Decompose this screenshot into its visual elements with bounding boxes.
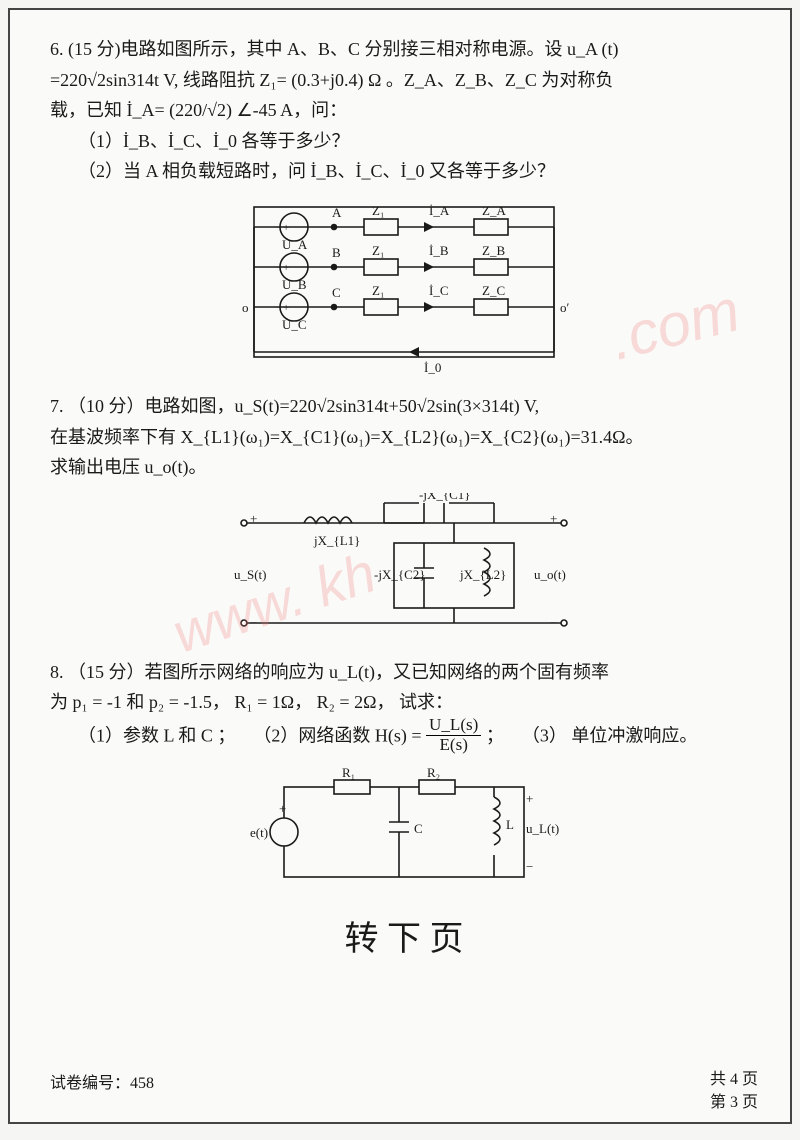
svg-text:+: + <box>550 511 557 526</box>
p8-q1: （1）参数 L 和 C ； <box>78 725 235 745</box>
svg-text:C: C <box>414 821 423 836</box>
problem-7: 7. （10 分）电路如图，u_S(t)=220√2sin314t+50√2si… <box>50 391 758 483</box>
svg-text:− +: − + <box>274 302 289 314</box>
svg-text:− +: − + <box>274 262 289 274</box>
svg-text:o′: o′ <box>560 300 570 315</box>
frac-den: E(s) <box>426 736 481 755</box>
svg-text:R₂: R₂ <box>427 767 440 780</box>
svg-text:jX_{L1}: jX_{L1} <box>313 533 360 548</box>
svg-text:+: + <box>279 801 286 816</box>
svg-text:o: o <box>242 300 249 315</box>
svg-text:B: B <box>332 245 341 260</box>
svg-text:u_o(t): u_o(t) <box>534 567 566 582</box>
svg-text:A: A <box>332 205 342 220</box>
exam-page: .com www. kh 6. (15 分)电路如图所示，其中 A、B、C 分别… <box>8 8 792 1124</box>
svg-text:İ_B: İ_B <box>429 243 449 258</box>
svg-text:Z_A: Z_A <box>482 203 506 218</box>
handwritten-note: 转 下 页 <box>50 911 758 960</box>
p7-line3: 求输出电压 u_o(t)。 <box>50 452 758 483</box>
svg-text:C: C <box>332 285 341 300</box>
svg-text:İ_C: İ_C <box>429 283 449 298</box>
figure-7: jX_{L1} -jX_{C1} -jX_{C2} jX_{L2} u_S(t)… <box>50 493 758 643</box>
page-footer: 试卷编号：458 共 4 页 第 3 页 <box>50 1069 758 1114</box>
problem-8: 8. （15 分）若图所示网络的响应为 u_L(t)，又已知网络的两个固有频率 … <box>50 657 758 757</box>
p6-q2: （2）当 A 相负载短路时，问 İ_B、İ_C、İ_0 又各等于多少？ <box>50 156 758 187</box>
p6-line1: 6. (15 分)电路如图所示，其中 A、B、C 分别接三相对称电源。设 u_A… <box>50 34 758 65</box>
p8-line1: 8. （15 分）若图所示网络的响应为 u_L(t)，又已知网络的两个固有频率 <box>50 657 758 688</box>
figure-8: R₁ R₂ C L e(t) u_L(t) + + − <box>50 767 758 897</box>
svg-text:Z₁: Z₁ <box>372 203 384 218</box>
svg-text:e(t): e(t) <box>250 825 268 840</box>
svg-text:− +: − + <box>274 222 289 234</box>
p8-q2-post: ； <box>486 725 504 745</box>
figure-6: A B C U̇_A U̇_B U̇_C Z₁ Z₁ Z₁ İ_A İ_B İ_… <box>50 197 758 377</box>
footer-left: 试卷编号：458 <box>50 1069 154 1114</box>
p6-line2: =220√2sin314t V, 线路阻抗 Z₁= (0.3+j0.4) Ω 。… <box>50 65 758 96</box>
svg-text:+: + <box>526 791 533 806</box>
p6-q1: （1）İ_B、İ_C、İ_0 各等于多少？ <box>50 126 758 157</box>
fraction: U_L(s) E(s) <box>426 716 481 755</box>
svg-text:jX_{L2}: jX_{L2} <box>459 567 506 582</box>
footer-page: 第 3 页 <box>710 1092 758 1114</box>
svg-text:−: − <box>250 615 257 630</box>
frac-num: U_L(s) <box>426 716 481 736</box>
problem-6: 6. (15 分)电路如图所示，其中 A、B、C 分别接三相对称电源。设 u_A… <box>50 34 758 187</box>
svg-text:Z_B: Z_B <box>482 243 505 258</box>
svg-text:+: + <box>250 511 257 526</box>
svg-text:R₁: R₁ <box>342 767 355 780</box>
svg-text:u_S(t): u_S(t) <box>234 567 267 582</box>
svg-text:U̇_A: U̇_A <box>282 237 308 252</box>
p7-line2: 在基波频率下有 X_{L1}(ω₁)=X_{C1}(ω₁)=X_{L2}(ω₁)… <box>50 422 758 453</box>
svg-text:İ_A: İ_A <box>429 203 450 218</box>
p8-questions: （1）参数 L 和 C ； （2）网络函数 H(s) = U_L(s) E(s)… <box>50 718 758 757</box>
svg-text:L: L <box>506 817 514 832</box>
svg-text:U̇_C: U̇_C <box>282 317 307 332</box>
svg-text:-jX_{C2}: -jX_{C2} <box>374 567 425 582</box>
p8-q3: （3） 单位冲激响应。 <box>522 725 698 745</box>
footer-total: 共 4 页 <box>710 1069 758 1091</box>
p8-line2: 为 p₁ = -1 和 p₂ = -1.5， R₁ = 1Ω， R₂ = 2Ω，… <box>50 687 758 718</box>
svg-text:−: − <box>526 859 533 874</box>
svg-text:İ_0: İ_0 <box>424 360 441 375</box>
svg-text:Z₁: Z₁ <box>372 283 384 298</box>
p6-line3: 载，已知 İ_A= (220/√2) ∠-45 A，问： <box>50 95 758 126</box>
footer-right: 共 4 页 第 3 页 <box>710 1069 758 1114</box>
p7-line1: 7. （10 分）电路如图，u_S(t)=220√2sin314t+50√2si… <box>50 391 758 422</box>
p8-q2-pre: （2）网络函数 H(s) = <box>253 725 426 745</box>
svg-text:u_L(t): u_L(t) <box>526 821 559 836</box>
svg-text:−: − <box>550 615 557 630</box>
svg-text:Z₁: Z₁ <box>372 243 384 258</box>
svg-text:U̇_B: U̇_B <box>282 277 307 292</box>
svg-text:Z_C: Z_C <box>482 283 505 298</box>
svg-text:-jX_{C1}: -jX_{C1} <box>419 493 470 502</box>
